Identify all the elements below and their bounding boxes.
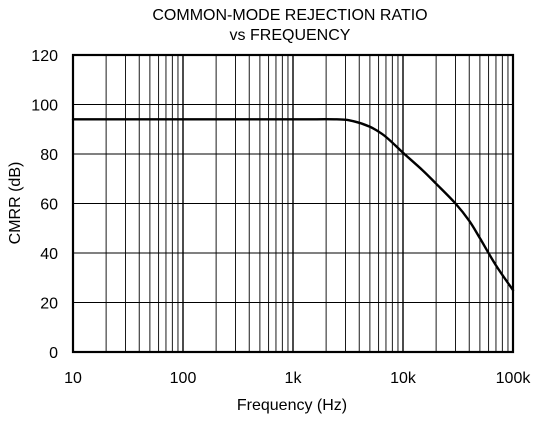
x-tick-label-0: 10 bbox=[64, 370, 82, 387]
x-tick-label-4: 100k bbox=[496, 370, 532, 387]
y-tick-label-2: 40 bbox=[40, 246, 58, 263]
plot-frame bbox=[71, 53, 515, 354]
x-tick-label-2: 1k bbox=[285, 370, 303, 387]
y-tick-label-5: 100 bbox=[31, 98, 58, 115]
x-tick-label-1: 100 bbox=[170, 370, 197, 387]
y-tick-label-3: 60 bbox=[40, 197, 58, 214]
x-axis-title: Frequency (Hz) bbox=[237, 397, 347, 414]
tick-label-layer: 0 20 40 60 80 100 120 10 100 1k 10k 100k bbox=[31, 48, 531, 387]
curve-layer bbox=[71, 118, 515, 292]
y-tick-label-1: 20 bbox=[40, 296, 58, 313]
cmrr-curve-0 bbox=[71, 118, 515, 292]
chart-title-line-2: vs FREQUENCY bbox=[230, 27, 351, 44]
chart-title-line-1: COMMON-MODE REJECTION RATIO bbox=[152, 7, 427, 24]
y-axis-title: CMRR (dB) bbox=[7, 162, 24, 245]
y-tick-label-6: 120 bbox=[31, 48, 58, 65]
grid-layer bbox=[72, 54, 514, 353]
y-tick-label-0: 0 bbox=[49, 345, 58, 362]
y-tick-label-4: 80 bbox=[40, 147, 58, 164]
x-tick-label-3: 10k bbox=[390, 370, 417, 387]
